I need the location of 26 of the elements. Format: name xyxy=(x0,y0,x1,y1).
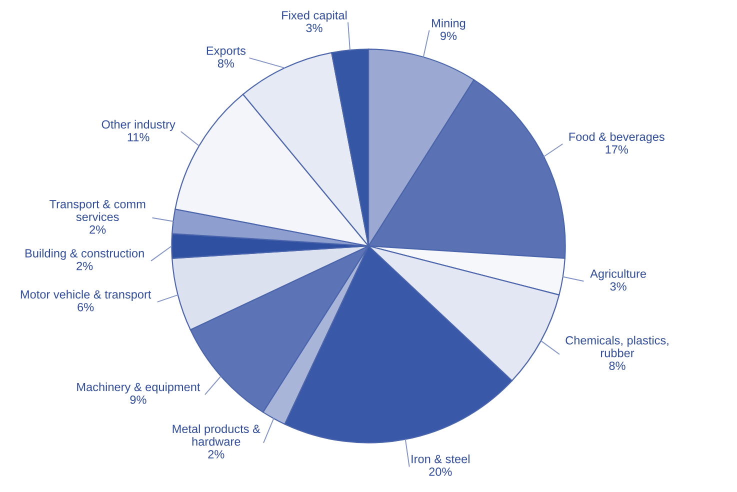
slice-label: Transport & comm services xyxy=(50,200,146,222)
data-label: 2% xyxy=(76,262,93,270)
slice-label: Machinery & equipment xyxy=(77,382,200,394)
slice-label: Motor vehicle & transport xyxy=(20,290,152,301)
slice-label: Agriculture xyxy=(590,269,646,280)
data-label: 3% xyxy=(610,282,626,291)
slice-label: Chemicals, plastics, rubber xyxy=(566,336,668,358)
slice-label: Exports xyxy=(206,46,246,58)
slice-label: Building & construction xyxy=(26,248,144,260)
data-label: 20% xyxy=(429,468,452,476)
slice-label: Fixed capital xyxy=(282,10,347,22)
data-label: 9% xyxy=(130,396,146,404)
slice-label: Iron & steel xyxy=(412,454,470,464)
slice-label: Metal products & hardware xyxy=(172,424,260,446)
data-label: 17% xyxy=(606,145,628,154)
slice-label: Other industry xyxy=(102,120,176,131)
data-label: 2% xyxy=(90,225,106,234)
data-label: 9% xyxy=(440,32,457,40)
data-label: 6% xyxy=(78,302,94,312)
data-label: 11% xyxy=(128,133,150,142)
data-label: 3% xyxy=(306,24,322,32)
data-label: 8% xyxy=(609,362,626,370)
data-label: 2% xyxy=(208,450,224,458)
slice-label: Food & beverages xyxy=(569,132,664,144)
slice-label: Mining xyxy=(432,18,466,30)
data-label: 8% xyxy=(218,59,234,68)
